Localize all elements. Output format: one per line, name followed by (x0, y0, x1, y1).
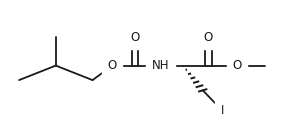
Text: O: O (130, 31, 139, 44)
Text: NH: NH (152, 59, 169, 72)
Text: I: I (221, 104, 224, 117)
Text: O: O (108, 59, 117, 72)
Text: O: O (232, 59, 241, 72)
Text: O: O (204, 31, 213, 44)
